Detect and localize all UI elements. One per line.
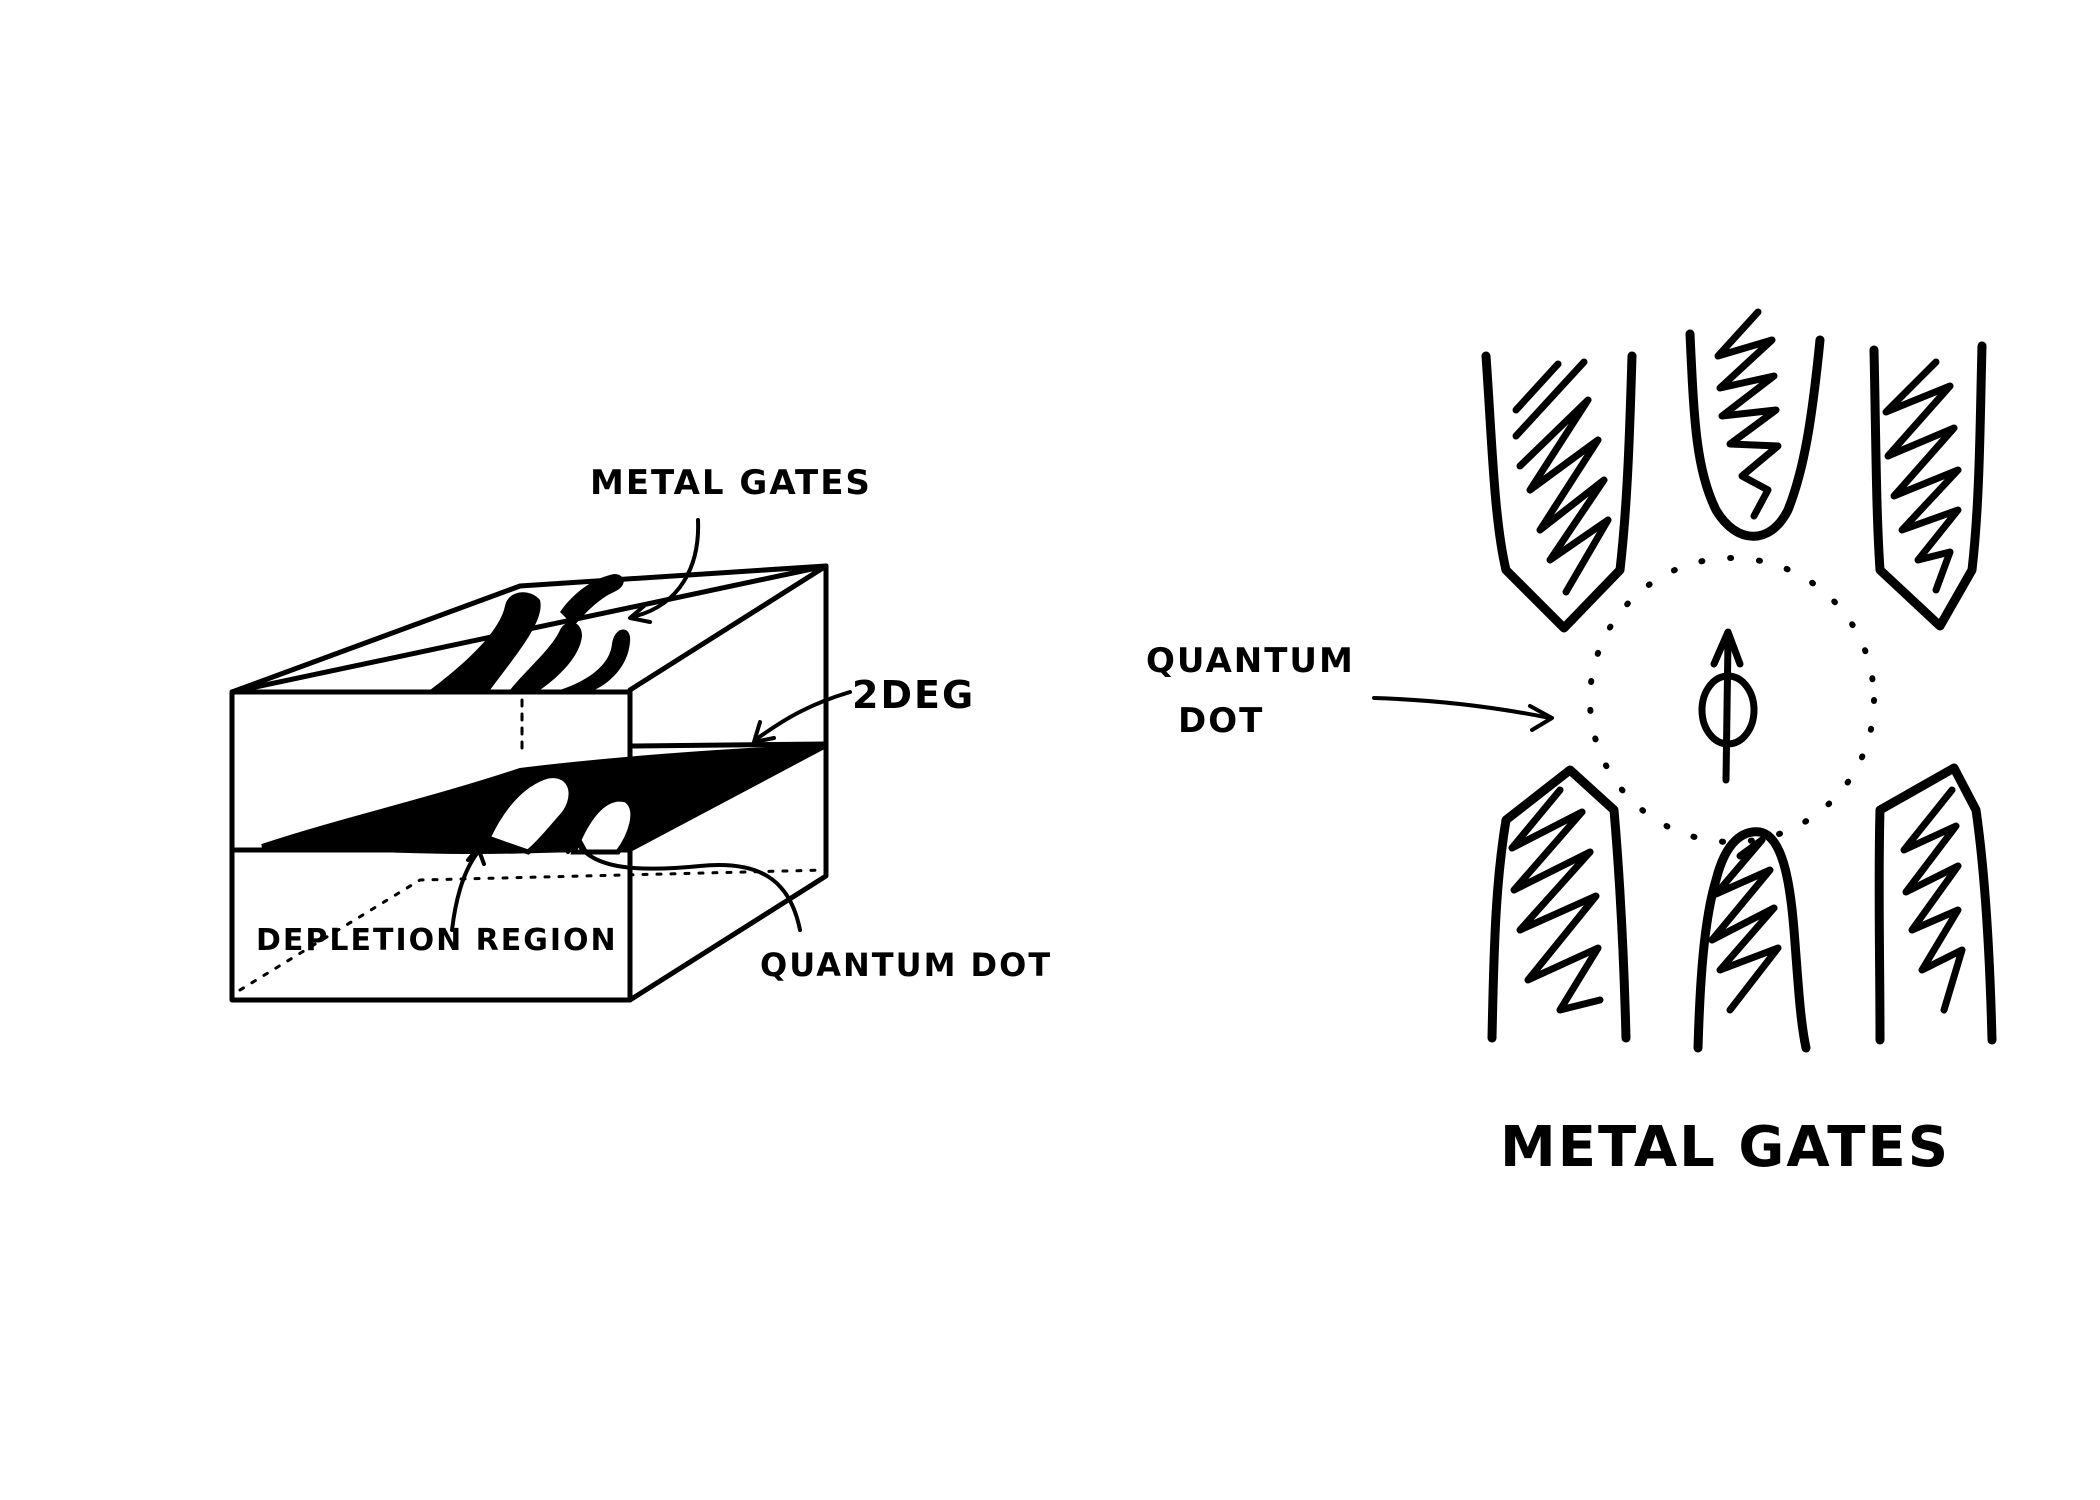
gate-bottom-left-outline — [1487, 765, 1631, 1043]
hidden-edge — [238, 868, 828, 992]
gate-top-left — [430, 592, 541, 690]
device-block — [229, 563, 829, 1003]
gate-top-left-hatch — [1512, 358, 1612, 596]
label-depletion-region: DEPLETION REGION — [256, 923, 618, 958]
gate-bottom-mid-outline — [1693, 827, 1811, 1053]
gate-top-mid-hatch — [1714, 308, 1782, 520]
gate-top-right-outline — [1869, 341, 1987, 631]
block-side-face — [627, 563, 829, 1003]
gate-top-left-outline — [1481, 351, 1637, 633]
label-metal-gates-left: METAL GATES — [590, 463, 872, 503]
gate-top-arm — [560, 574, 624, 626]
spin-arrow-shaft — [1722, 636, 1732, 784]
label-2deg: 2DEG — [852, 673, 975, 717]
gate-bottom-right-hatch — [1900, 786, 1966, 1014]
spin-arrow-head — [1710, 628, 1744, 668]
arrow-quantum-dot-right — [1372, 696, 1552, 720]
arrow-quantum-dot-left — [574, 838, 802, 932]
gate-top-right-hatch — [1882, 358, 1962, 594]
label-quantum-dot-right-line1: QUANTUM — [1146, 641, 1355, 681]
side-layer-line — [627, 741, 829, 749]
block-top-left-edge — [229, 563, 829, 695]
gate-top-mid-outline — [1685, 329, 1825, 541]
gate-array — [1481, 308, 1997, 1053]
arrow-metal-gates-left — [634, 518, 701, 618]
arrowhead-quantum-dot-right — [1528, 704, 1554, 732]
label-metal-gates-right: METAL GATES — [1500, 1115, 1950, 1180]
gate-bottom-right-outline — [1874, 763, 1997, 1045]
gate-top-mid — [510, 622, 582, 690]
gate-top-right — [560, 629, 631, 692]
gate-bottom-left-hatch — [1508, 786, 1604, 1014]
block-top-right-edge — [627, 563, 829, 693]
dot-cutout-right — [570, 796, 636, 855]
gate-bottom-mid-hatch — [1708, 836, 1782, 1014]
arrowhead-2deg — [752, 720, 776, 744]
arrow-depletion — [450, 850, 480, 932]
arrow-2deg — [756, 690, 852, 740]
dot-cutout-left — [484, 773, 574, 855]
arrowhead-quantum-dot-left — [566, 832, 588, 854]
label-quantum-dot-right-line2: DOT — [1178, 701, 1264, 741]
label-quantum-dot-left: QUANTUM DOT — [760, 946, 1052, 984]
arrowhead-metal-gates-left — [628, 604, 652, 624]
arrowhead-depletion — [466, 846, 486, 866]
quantum-dot-boundary — [1587, 555, 1877, 845]
